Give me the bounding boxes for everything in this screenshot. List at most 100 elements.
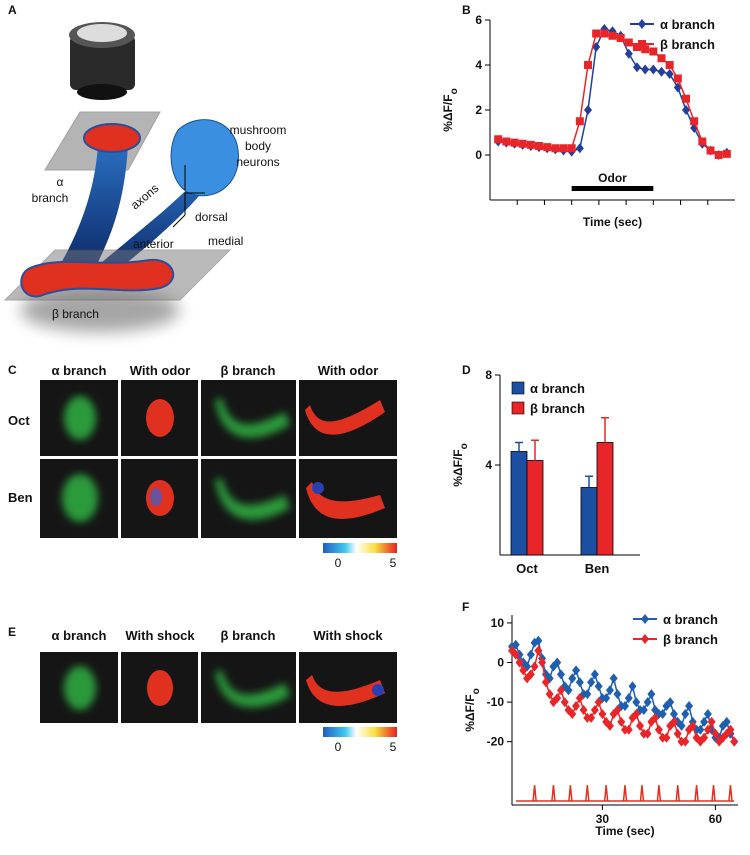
y-tick-label: -20 bbox=[487, 735, 505, 749]
marker bbox=[511, 649, 520, 660]
response bbox=[150, 488, 162, 506]
green-lobe bbox=[215, 670, 290, 708]
bar bbox=[580, 487, 598, 556]
marker bbox=[613, 689, 622, 700]
marker bbox=[526, 669, 535, 680]
marker bbox=[621, 701, 629, 712]
x-axis-label: Time (sec) bbox=[595, 824, 654, 838]
bar bbox=[510, 451, 528, 556]
label: body bbox=[245, 139, 271, 153]
marker bbox=[669, 708, 678, 719]
marker bbox=[688, 720, 697, 731]
marker bbox=[633, 43, 641, 51]
response bbox=[306, 675, 385, 706]
panel-letter: A bbox=[8, 3, 17, 17]
y-tick-label: -10 bbox=[487, 695, 505, 709]
legend-label: β branch bbox=[663, 632, 718, 647]
stimulus-pulse bbox=[694, 785, 699, 802]
y-axis-label: %ΔF/Fo bbox=[463, 688, 482, 731]
alpha-lobe bbox=[83, 123, 141, 153]
response bbox=[306, 482, 385, 519]
legend-marker bbox=[641, 634, 649, 644]
marker bbox=[681, 708, 690, 719]
marker bbox=[707, 716, 716, 727]
y-axis-label-main: %ΔF/F bbox=[451, 449, 465, 486]
y-tick-label: 4 bbox=[485, 458, 492, 472]
marker bbox=[605, 685, 614, 696]
label: α bbox=[57, 175, 64, 189]
marker bbox=[657, 66, 666, 77]
marker bbox=[511, 639, 520, 650]
marker bbox=[530, 661, 539, 672]
green-lobe bbox=[62, 474, 98, 522]
marker bbox=[600, 29, 609, 38]
green-lobe bbox=[64, 666, 96, 710]
legend-label: β branch bbox=[530, 401, 585, 416]
marker bbox=[560, 697, 569, 708]
marker bbox=[519, 665, 528, 676]
marker bbox=[568, 708, 577, 719]
marker bbox=[706, 146, 715, 155]
legend-swatch bbox=[511, 401, 525, 415]
marker bbox=[587, 677, 596, 688]
panel-letter: B bbox=[462, 3, 471, 17]
marker bbox=[592, 29, 601, 38]
stimulus-pulse bbox=[656, 785, 662, 802]
label: neurons bbox=[236, 155, 279, 169]
error-bar bbox=[515, 441, 523, 452]
marker bbox=[613, 705, 622, 715]
response bbox=[147, 670, 173, 706]
colorbar-label: 0 bbox=[335, 740, 342, 754]
marker bbox=[703, 724, 712, 735]
marker bbox=[594, 681, 603, 692]
marker bbox=[698, 137, 707, 146]
response bbox=[372, 684, 384, 696]
y-axis-label-main: %ΔF/F bbox=[463, 694, 477, 731]
stimulus-pulse bbox=[728, 785, 733, 802]
marker bbox=[575, 143, 584, 154]
marker bbox=[649, 64, 658, 75]
marker bbox=[575, 693, 584, 704]
marker bbox=[624, 38, 633, 47]
marker bbox=[534, 645, 543, 656]
y-tick-label: 4 bbox=[475, 58, 482, 72]
label: branch bbox=[32, 191, 69, 205]
panel-letter: D bbox=[462, 363, 471, 377]
error-bar bbox=[585, 475, 593, 488]
stimulus-pulse bbox=[675, 785, 680, 802]
marker bbox=[632, 708, 641, 719]
colorbar bbox=[323, 727, 397, 737]
y-axis-label-sub: o bbox=[449, 88, 460, 94]
marker bbox=[700, 732, 709, 743]
marker bbox=[703, 708, 712, 719]
y-axis-label-sub: o bbox=[471, 688, 482, 694]
response bbox=[305, 400, 385, 435]
marker bbox=[572, 665, 581, 676]
image-grid bbox=[40, 652, 397, 737]
colorbar-label: 0 bbox=[335, 556, 342, 570]
stimulus-pulse bbox=[711, 785, 716, 802]
stimulus-pulse bbox=[603, 785, 609, 802]
marker bbox=[551, 144, 560, 153]
marker bbox=[510, 138, 519, 147]
column-header: β branch bbox=[221, 628, 276, 643]
error-bar bbox=[531, 439, 539, 461]
colorbar-label: 5 bbox=[390, 740, 397, 754]
marker bbox=[616, 34, 625, 42]
panel-letter: C bbox=[8, 363, 17, 377]
marker bbox=[609, 673, 618, 684]
marker bbox=[590, 669, 599, 680]
marker bbox=[494, 135, 503, 144]
label: medial bbox=[208, 234, 243, 248]
y-tick-label: 6 bbox=[475, 13, 482, 27]
y-tick-label: 0 bbox=[475, 148, 482, 162]
marker bbox=[567, 144, 576, 153]
label: mushroom bbox=[230, 123, 287, 137]
marker bbox=[526, 649, 535, 660]
marker bbox=[575, 117, 584, 126]
marker bbox=[639, 705, 648, 715]
marker bbox=[647, 689, 656, 700]
marker bbox=[559, 144, 568, 153]
legend-swatch bbox=[511, 381, 525, 395]
marker bbox=[556, 669, 565, 680]
